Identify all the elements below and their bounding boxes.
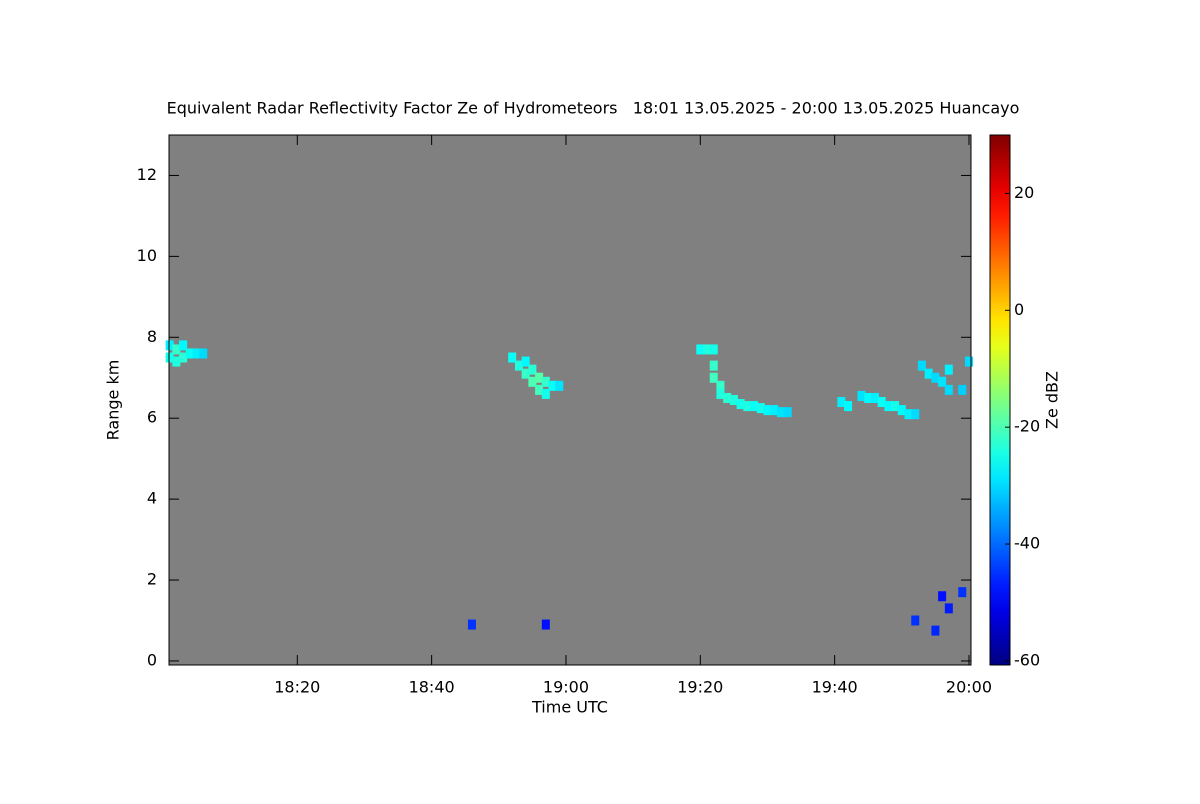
echo-cell: [958, 384, 967, 395]
echo-cell: [716, 380, 725, 391]
plot-background: [169, 135, 971, 665]
y-tick-label: 12: [137, 165, 157, 184]
colorbar: [989, 134, 1011, 666]
echo-cell: [944, 603, 953, 614]
echo-cell: [172, 356, 181, 367]
echo-cell: [964, 356, 973, 367]
y-tick-label: 4: [147, 489, 157, 508]
echo-cell: [172, 344, 181, 355]
echo-cell: [958, 587, 967, 598]
echo-cell: [521, 356, 530, 367]
x-tick-label: 18:40: [409, 678, 455, 697]
echo-cell: [891, 401, 900, 412]
echo-cell: [179, 352, 188, 363]
echo-cell: [776, 407, 785, 418]
echo-cell: [467, 619, 476, 630]
echo-cell: [555, 380, 564, 391]
echo-cell: [729, 395, 738, 405]
echo-cell: [763, 405, 772, 416]
x-tick-label: 19:40: [812, 678, 858, 697]
echo-cell: [696, 344, 705, 355]
echo-cell: [931, 372, 940, 383]
echo-cell: [541, 388, 550, 399]
echo-cell: [514, 360, 523, 371]
echo-cell: [165, 352, 174, 363]
colorbar-tick-label: -20: [1014, 417, 1040, 436]
echo-cell: [924, 368, 933, 379]
x-axis-label: Time UTC: [531, 698, 608, 717]
echo-cell: [837, 397, 846, 408]
colorbar-tick-label: 20: [1014, 183, 1034, 202]
echo-cell: [877, 397, 886, 408]
x-tick-label: 19:20: [677, 678, 723, 697]
echo-cell: [864, 392, 873, 403]
echo-cell: [844, 401, 853, 412]
echo-cell: [541, 619, 550, 630]
echo-cell: [904, 409, 913, 420]
echo-cell: [703, 344, 712, 355]
echo-cell: [541, 376, 550, 387]
echo-cell: [857, 390, 866, 401]
echo-cell: [938, 591, 947, 602]
echo-cell: [199, 348, 208, 359]
x-tick-label: 19:00: [543, 678, 589, 697]
echo-cell: [709, 360, 718, 371]
echo-cell: [884, 401, 893, 412]
echo-cell: [944, 364, 953, 375]
echo-cell: [548, 380, 557, 391]
echo-cell: [783, 407, 792, 418]
echo-cell: [736, 399, 745, 410]
y-tick-label: 8: [147, 327, 157, 346]
echo-cell: [938, 376, 947, 387]
echo-cell: [179, 340, 188, 351]
echo-cell: [917, 360, 926, 371]
echo-cell: [185, 348, 194, 359]
echo-cell: [508, 352, 517, 363]
echo-cell: [192, 348, 201, 359]
colorbar-tick-label: 0: [1014, 300, 1024, 319]
echo-cell: [716, 388, 725, 399]
colorbar-tick-label: -40: [1014, 534, 1040, 553]
echo-cell: [770, 405, 779, 416]
echo-cell: [521, 368, 530, 379]
echo-cell: [897, 405, 906, 416]
echo-cell: [911, 409, 920, 420]
echo-cell: [709, 344, 718, 355]
echo-cell: [709, 372, 718, 383]
y-tick-label: 2: [147, 570, 157, 589]
echo-cell: [944, 384, 953, 395]
echo-cell: [911, 615, 920, 626]
echo-cell: [931, 625, 940, 636]
echo-cell: [743, 401, 752, 412]
echo-cell: [535, 372, 544, 383]
echo-cell: [750, 401, 759, 412]
echo-cell: [756, 403, 765, 414]
y-tick-label: 10: [137, 246, 157, 265]
colorbar-tick-label: -60: [1014, 650, 1040, 669]
echo-cell: [528, 364, 537, 375]
plot-frame: [168, 134, 972, 666]
echo-cell: [535, 384, 544, 395]
echo-cell: [870, 392, 879, 403]
echo-cell: [528, 376, 537, 387]
echo-cell: [165, 340, 174, 351]
y-tick-label: 6: [147, 408, 157, 427]
y-tick-label: 0: [147, 650, 157, 669]
chart-title: Equivalent Radar Reflectivity Factor Ze …: [167, 99, 1020, 118]
x-tick-label: 18:20: [274, 678, 320, 697]
echo-cell: [723, 392, 732, 403]
x-tick-label: 20:00: [946, 678, 992, 697]
colorbar-label: Ze dBZ: [1043, 371, 1062, 429]
y-axis-label: Range km: [104, 360, 123, 441]
